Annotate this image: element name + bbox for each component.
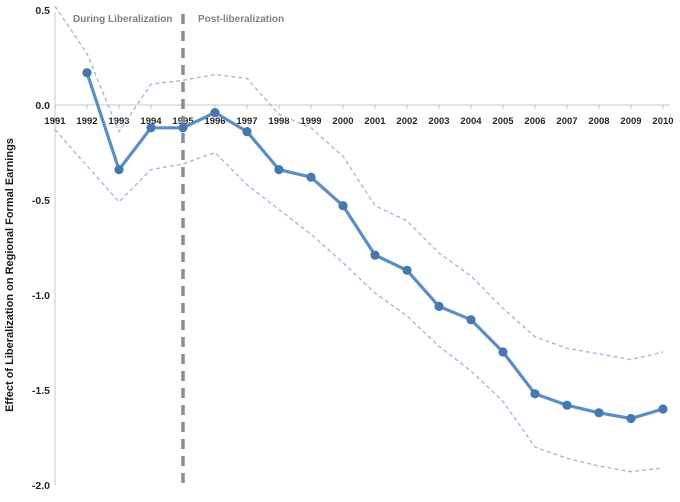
- post-liberalization-label: Post-liberalization: [198, 14, 285, 25]
- y-tick-label: 0.0: [35, 100, 50, 112]
- x-tick-label: 1997: [236, 116, 257, 127]
- x-tick-label: 2002: [396, 116, 417, 127]
- x-tick-label: 1996: [204, 116, 225, 127]
- data-point-2010: [658, 404, 668, 414]
- data-point-1998: [274, 165, 284, 175]
- data-point-1995: [178, 123, 188, 133]
- data-point-2009: [626, 413, 636, 424]
- data-point-1996: [210, 108, 220, 118]
- x-tick-label: 2004: [460, 116, 482, 127]
- data-point-2002: [402, 265, 412, 275]
- data-point-1993: [114, 165, 124, 175]
- data-point-2006: [530, 389, 540, 399]
- x-tick-label: 2001: [364, 116, 386, 127]
- data-point-2004: [466, 315, 476, 325]
- data-point-1992: [82, 68, 92, 78]
- x-tick-label: 1999: [300, 116, 321, 127]
- data-point-2008: [594, 408, 604, 418]
- x-tick-label: 2006: [524, 116, 545, 127]
- y-tick-label: -0.5: [32, 195, 50, 207]
- x-tick-label: 1998: [268, 116, 289, 127]
- x-tick-label: 2007: [556, 116, 577, 127]
- ci-upper-line: [54, 5, 664, 361]
- y-tick-label: -1.0: [32, 290, 50, 302]
- y-tick-label: -2.0: [32, 480, 50, 492]
- x-tick-label: 2008: [588, 116, 609, 127]
- x-tick-label: 1991: [44, 116, 66, 127]
- x-tick-label: 1994: [140, 116, 162, 127]
- during-liberalization-label: During Liberalization: [73, 14, 173, 25]
- x-tick-label: 2003: [428, 116, 449, 127]
- x-tick-label: 2010: [652, 116, 673, 127]
- data-point-2005: [498, 347, 508, 357]
- y-axis-title: Effect of Liberalization on Regional For…: [4, 138, 16, 412]
- data-point-2007: [562, 400, 572, 410]
- x-tick-label: 2009: [620, 116, 641, 127]
- data-point-2001: [370, 250, 380, 260]
- y-tick-label: -1.5: [32, 385, 50, 397]
- x-tick-label: 2005: [492, 116, 514, 127]
- x-tick-label: 2000: [332, 116, 353, 127]
- data-point-1994: [146, 123, 156, 133]
- data-point-1997: [242, 127, 252, 137]
- x-tick-label: 1993: [108, 116, 129, 127]
- x-tick-label: 1992: [76, 116, 97, 127]
- ci-lower-line: [54, 129, 664, 473]
- data-point-2000: [338, 201, 348, 211]
- data-point-2003: [434, 301, 444, 311]
- data-point-1999: [306, 172, 316, 182]
- y-tick-label: 0.5: [35, 5, 50, 17]
